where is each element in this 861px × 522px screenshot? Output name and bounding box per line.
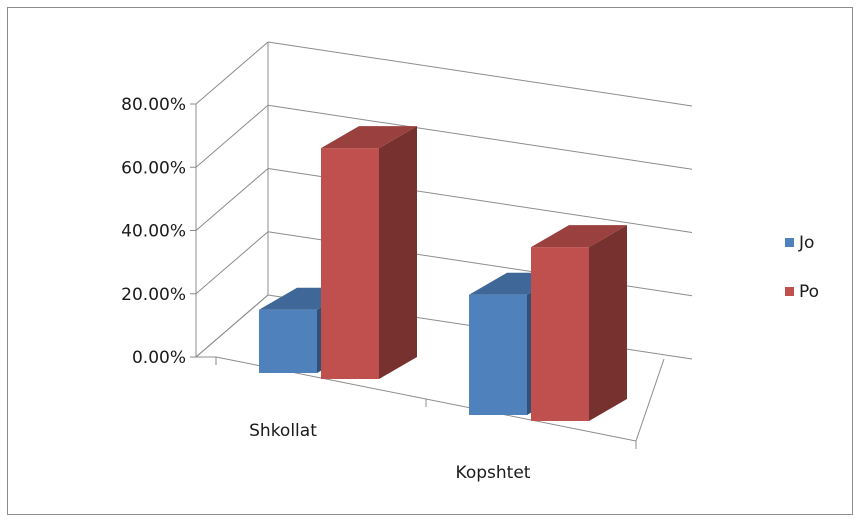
bar-po-shkollat	[321, 126, 417, 379]
x-category-label: Kopshtet	[456, 463, 531, 483]
back-gridline	[267, 104, 693, 170]
x-category-label: Shkollat	[249, 421, 317, 441]
bar-front	[531, 247, 589, 421]
legend-label: Jo	[798, 233, 814, 253]
x-tick-labels: Shkollat Kopshtet	[249, 421, 531, 483]
y-tick-labels: 0.00% 20.00% 40.00% 60.00% 80.00%	[121, 95, 186, 368]
bar-po-kopshtet	[531, 225, 627, 421]
legend-swatch	[785, 287, 794, 296]
chart-legend: Jo Po	[785, 233, 819, 302]
y-tick-label: 60.00%	[121, 158, 186, 178]
bar-front	[321, 148, 379, 379]
legend-swatch	[785, 238, 794, 247]
bar-side	[379, 126, 417, 379]
side-gridline	[195, 231, 269, 295]
side-gridline	[195, 168, 269, 231]
side-gridline	[195, 41, 269, 105]
y-tick-label: 0.00%	[132, 348, 186, 368]
bar-top	[321, 126, 417, 149]
side-gridline	[195, 104, 269, 168]
side-floor-line	[195, 294, 269, 358]
chart-bars	[259, 126, 627, 421]
back-gridline	[267, 41, 693, 107]
y-tick-label: 40.00%	[121, 222, 186, 242]
legend-label: Po	[799, 282, 819, 302]
bar-top	[531, 225, 627, 248]
bar-front	[469, 294, 527, 415]
y-tick-label: 80.00%	[121, 95, 186, 115]
chart-frame	[7, 7, 853, 515]
floor-right-edge	[635, 358, 665, 442]
bar-front	[259, 309, 317, 373]
y-tick-label: 20.00%	[121, 285, 186, 305]
bar-side	[589, 225, 627, 421]
